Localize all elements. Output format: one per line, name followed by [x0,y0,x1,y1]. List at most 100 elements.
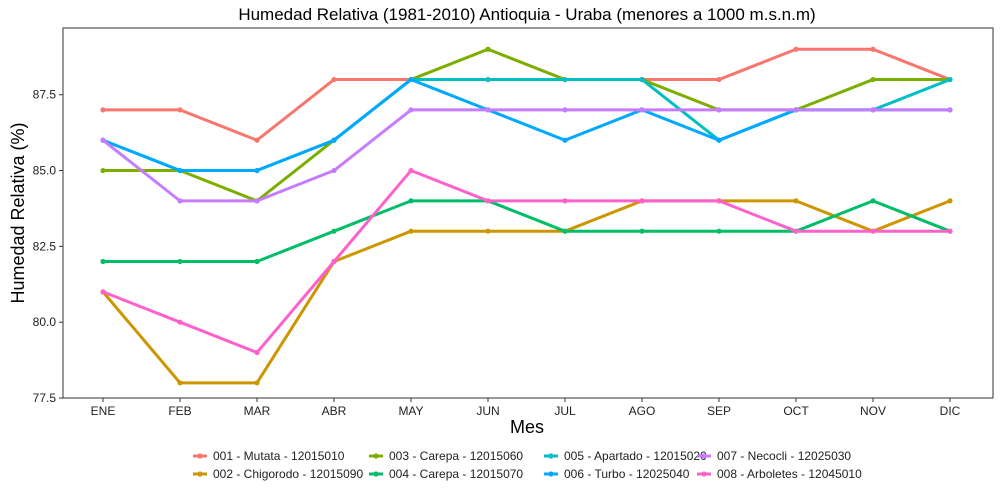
data-point [716,107,722,113]
data-point [793,228,799,234]
data-point [177,107,183,113]
x-tick-label: JUN [476,404,499,418]
legend-label: 004 - Carepa - 12015070 [389,467,523,481]
data-point [485,198,491,204]
data-point [870,228,876,234]
data-point [639,228,645,234]
data-point [870,76,876,83]
data-point [408,107,414,113]
data-point [254,258,260,265]
data-point [177,380,183,386]
legend-item: 004 - Carepa - 12015070 [369,467,523,481]
data-point [254,380,260,386]
data-point [562,107,568,113]
data-point [254,167,260,174]
series-line [103,199,951,264]
legend-item: 003 - Carepa - 12015060 [369,449,523,463]
data-point [947,107,953,113]
legend-label: 003 - Carepa - 12015060 [389,449,523,463]
legend-key-point [701,453,707,459]
legend-item: 008 - Arboletes - 12045010 [697,467,862,481]
data-point [562,198,568,204]
y-tick-label: 77.5 [33,391,57,405]
y-tick-label: 85.0 [33,164,57,178]
y-tick-label: 80.0 [33,315,57,329]
data-point [947,76,953,83]
series-line [102,108,950,203]
data-point [639,76,645,83]
series-layer [100,46,953,386]
x-tick-label: OCT [783,404,809,418]
data-point [331,167,337,174]
legend-key-point [373,471,379,477]
y-axis-title: Humedad Relativa (%) [8,122,28,303]
x-tick-label: MAY [398,404,423,418]
data-point [870,107,876,113]
data-point [177,167,183,174]
data-point [793,46,799,52]
data-point [177,258,183,265]
data-point [562,137,568,143]
legend: 001 - Mutata - 12015010 002 - Chigorodo -… [193,449,862,481]
legend-label: 007 - Necocli - 12025030 [717,449,851,463]
legend-item: 001 - Mutata - 12015010 [193,449,345,463]
x-tick-label: FEB [168,404,191,418]
legend-key-point [548,453,554,459]
data-point [716,198,722,204]
data-point [408,167,414,174]
data-point [100,258,106,265]
series-line [102,169,950,355]
data-point [793,107,799,113]
series-group [100,167,953,356]
legend-label: 006 - Turbo - 12025040 [564,467,690,481]
data-point [331,76,337,83]
legend-item: 006 - Turbo - 12025040 [544,467,690,481]
x-tick-label: JUL [554,404,576,418]
y-tick-label: 87.5 [33,88,57,102]
data-point [485,76,491,83]
data-point [331,258,337,265]
data-point [562,228,568,234]
data-point [177,319,183,325]
data-point [562,76,568,83]
x-tick-label: ENE [91,404,116,418]
data-point [870,46,876,52]
legend-item: 002 - Chigorodo - 12015090 [193,467,363,481]
legend-key-point [197,471,203,477]
data-point [716,137,722,143]
x-tick-label: NOV [860,404,886,418]
data-point [408,76,414,83]
data-point [793,198,799,204]
x-tick-label: MAR [244,404,271,418]
legend-key-point [373,453,379,459]
legend-key-point [197,453,203,459]
data-point [408,228,414,234]
series-line [103,47,950,203]
legend-key-point [548,471,554,477]
legend-label: 002 - Chigorodo - 12015090 [213,467,363,481]
data-point [177,198,183,204]
legend-item: 007 - Necocli - 12025030 [697,449,851,463]
data-point [408,198,414,204]
data-point [639,198,645,204]
data-point [716,228,722,234]
chart-title: Humedad Relativa (1981-2010) Antioquia -… [238,5,815,24]
series-line [101,199,951,385]
x-tick-label: SEP [707,404,731,418]
legend-label: 001 - Mutata - 12015010 [213,449,345,463]
y-tick-label: 82.5 [33,239,57,253]
x-tick-label: ABR [322,404,347,418]
series-group [100,107,953,204]
legend-item: 005 - Apartado - 12015020 [544,449,707,463]
data-point [254,349,260,356]
data-point [485,107,491,113]
data-point [331,228,337,234]
data-point [331,137,337,143]
data-point [100,107,106,113]
legend-label: 005 - Apartado - 12015020 [564,449,707,463]
y-axis: 77.5 80.0 82.5 85.0 87.5 [33,88,63,405]
data-point [716,76,722,83]
data-point [947,198,953,204]
plot-panel [62,27,994,399]
x-axis-title: Mes [510,417,544,437]
